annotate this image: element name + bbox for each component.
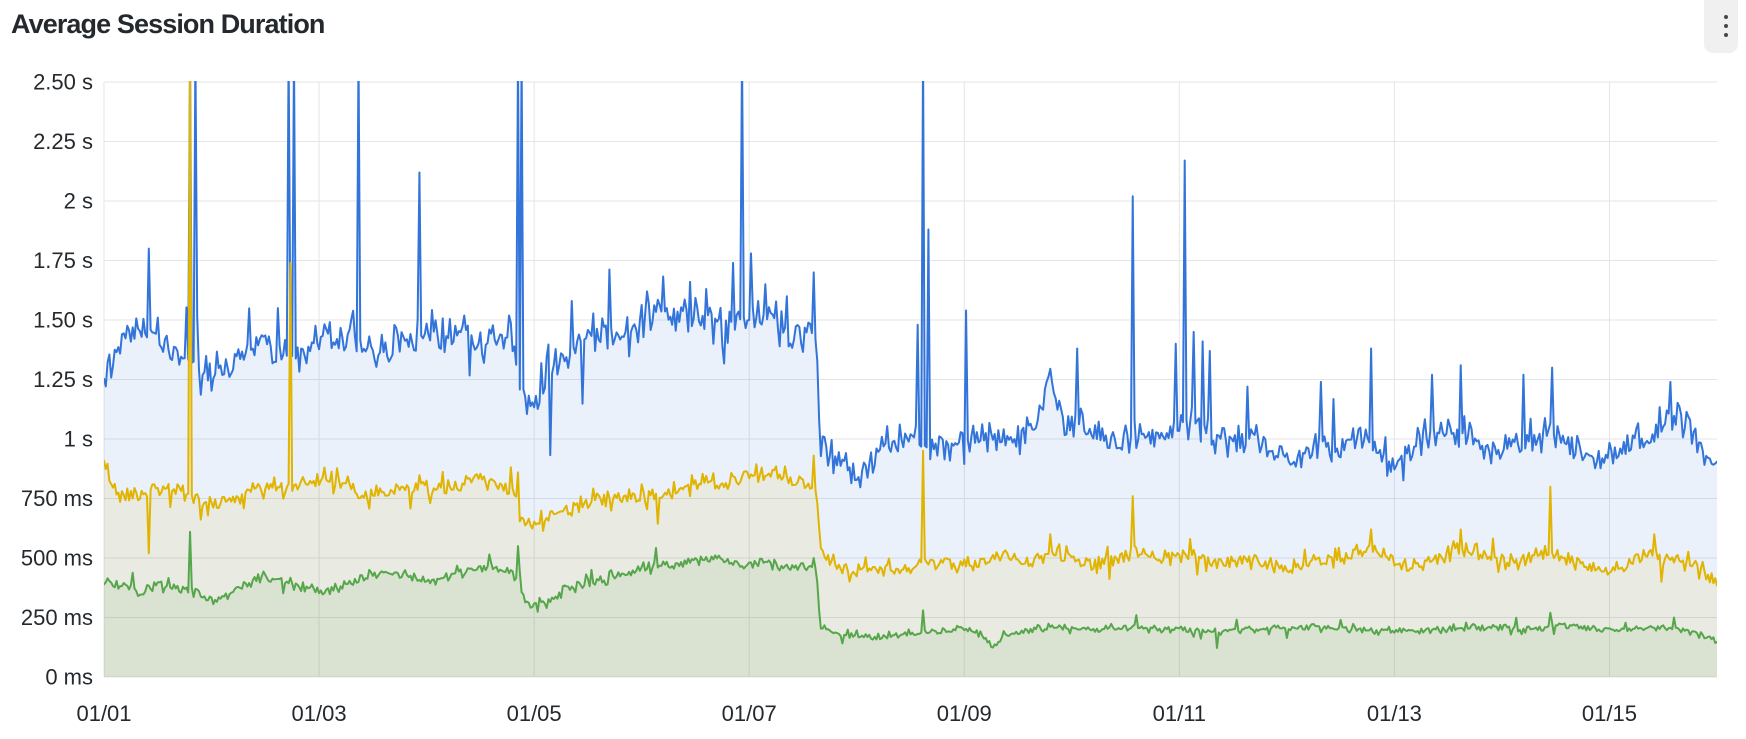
series-line-green — [104, 530, 1717, 649]
y-tick-label: 500 ms — [21, 546, 93, 571]
plot-area[interactable] — [104, 82, 1717, 677]
x-tick-label: 01/11 — [1153, 701, 1206, 726]
x-tick-label: 01/13 — [1367, 701, 1422, 726]
y-tick-label: 2 s — [64, 189, 93, 214]
series-line-yellow — [104, 81, 1717, 587]
y-tick-label: 250 ms — [21, 605, 93, 630]
y-tick-label: 1 s — [64, 427, 93, 452]
x-tick-label: 01/09 — [937, 701, 992, 726]
x-tick-label: 01/03 — [292, 701, 347, 726]
x-tick-label: 01/07 — [722, 701, 777, 726]
y-tick-label: 750 ms — [21, 486, 93, 511]
y-tick-label: 1.75 s — [33, 248, 93, 273]
series-area-blue — [104, 81, 1717, 677]
panel-title: Average Session Duration — [11, 9, 325, 39]
kebab-vertical-icon — [1723, 15, 1728, 37]
kebab-dot — [1723, 24, 1728, 28]
y-tick-label: 2.50 s — [33, 70, 93, 95]
y-tick-label: 2.25 s — [33, 129, 93, 154]
y-tick-label: 1.50 s — [33, 308, 93, 333]
panel-header: Average Session Duration — [0, 0, 1746, 56]
series-area-yellow — [104, 81, 1717, 677]
series-line-blue — [104, 81, 1717, 489]
x-tick-label: 01/15 — [1582, 701, 1637, 726]
y-tick-label: 1.25 s — [33, 367, 93, 392]
x-tick-label: 01/01 — [76, 701, 131, 726]
x-tick-label: 01/05 — [507, 701, 562, 726]
panel-menu-button[interactable] — [1704, 0, 1738, 53]
kebab-dot — [1723, 33, 1728, 37]
kebab-dot — [1723, 15, 1728, 19]
y-tick-label: 0 ms — [45, 665, 93, 690]
